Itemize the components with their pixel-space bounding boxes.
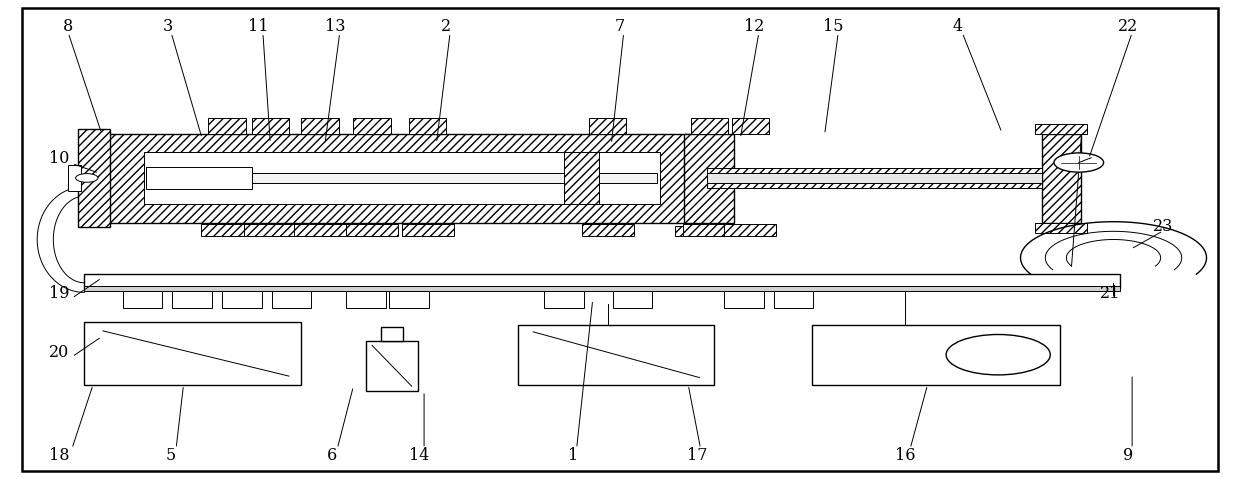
Text: 1: 1 — [568, 446, 578, 464]
Text: 3: 3 — [162, 18, 172, 35]
Text: 20: 20 — [50, 343, 69, 360]
Text: 15: 15 — [823, 18, 843, 35]
Bar — [684, 134, 734, 223]
Bar — [172, 291, 212, 308]
Bar — [201, 225, 253, 237]
Bar — [252, 119, 289, 134]
Bar — [707, 174, 1042, 184]
Bar — [346, 225, 398, 237]
Text: 18: 18 — [50, 446, 69, 464]
Bar — [724, 225, 776, 237]
Circle shape — [76, 174, 98, 183]
Bar — [146, 168, 252, 190]
Text: 7: 7 — [615, 18, 625, 35]
Bar — [366, 341, 418, 391]
Bar — [582, 225, 634, 237]
Text: 5: 5 — [166, 446, 176, 464]
Bar — [544, 291, 584, 308]
Bar — [812, 325, 1060, 385]
Bar — [294, 225, 346, 237]
Bar — [123, 291, 162, 308]
Bar — [707, 169, 1042, 174]
Text: 12: 12 — [744, 18, 764, 35]
Circle shape — [946, 335, 1050, 375]
Text: 22: 22 — [1118, 18, 1138, 35]
Bar — [675, 226, 744, 237]
Bar — [1035, 223, 1087, 234]
Bar — [613, 291, 652, 308]
Bar — [78, 130, 110, 228]
Text: 2: 2 — [441, 18, 451, 35]
Bar — [774, 291, 813, 308]
Bar — [389, 291, 429, 308]
Bar — [724, 291, 764, 308]
Bar — [683, 225, 735, 237]
Circle shape — [1054, 154, 1104, 173]
Bar — [84, 275, 1120, 288]
Bar — [1042, 134, 1081, 223]
Bar — [1035, 125, 1087, 134]
Bar — [589, 119, 626, 134]
Bar — [707, 183, 1042, 189]
Bar — [301, 119, 339, 134]
Text: 9: 9 — [1123, 446, 1133, 464]
Text: 8: 8 — [63, 18, 73, 35]
Bar — [691, 119, 728, 134]
Text: 10: 10 — [50, 150, 69, 167]
Text: 23: 23 — [1153, 217, 1173, 234]
Bar — [144, 153, 660, 205]
Text: 4: 4 — [952, 18, 962, 35]
Bar — [272, 291, 311, 308]
Text: 11: 11 — [248, 18, 268, 35]
Bar — [146, 174, 657, 184]
Bar — [409, 119, 446, 134]
Bar — [244, 225, 296, 237]
Text: 17: 17 — [687, 446, 707, 464]
Text: 19: 19 — [50, 284, 69, 301]
Bar — [518, 325, 714, 385]
Bar — [222, 291, 262, 308]
Bar — [707, 169, 1042, 189]
Text: 16: 16 — [895, 446, 915, 464]
Bar — [346, 291, 386, 308]
Bar — [353, 119, 391, 134]
Text: 14: 14 — [409, 446, 429, 464]
Text: 21: 21 — [1100, 284, 1120, 301]
Bar — [381, 327, 403, 341]
Bar — [208, 119, 246, 134]
Bar — [84, 323, 301, 385]
Bar — [564, 153, 599, 205]
Bar — [84, 287, 1120, 291]
Text: 6: 6 — [327, 446, 337, 464]
Bar — [97, 134, 707, 223]
Bar — [402, 225, 454, 237]
Text: 13: 13 — [325, 18, 345, 35]
Bar — [68, 166, 81, 192]
Bar — [732, 119, 769, 134]
